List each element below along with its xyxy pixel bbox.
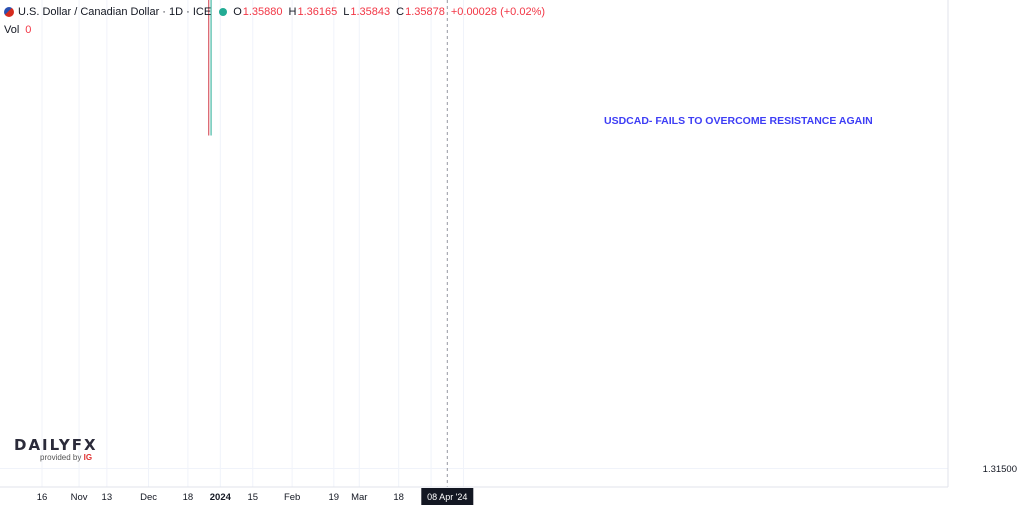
time-axis[interactable]: 16Nov13Dec18202415Feb19Mar18Apr1508 Apr …	[0, 486, 1024, 507]
time-tick-label: Feb	[284, 492, 300, 503]
price-axis[interactable]: 1.395001.390001.385001.380001.375001.370…	[947, 0, 1024, 507]
time-tick-label: 19	[329, 492, 340, 503]
logo-provider: provided by IG	[40, 453, 98, 462]
chart-annotation[interactable]: USDCAD- FAILS TO OVERCOME RESISTANCE AGA…	[604, 115, 873, 127]
price-axis-bg	[948, 0, 1024, 507]
close-label: C	[396, 6, 405, 18]
open-label: O	[233, 6, 242, 18]
symbol-title[interactable]: U.S. Dollar / Canadian Dollar · 1D · ICE	[18, 6, 212, 18]
time-tick-label: Dec	[140, 492, 157, 503]
time-tick-label: Mar	[351, 492, 367, 503]
time-tick-label: 13	[102, 492, 113, 503]
logo-brand: DAILYFX	[14, 436, 98, 454]
logo-ig: IG	[83, 453, 93, 462]
candle	[208, 0, 210, 136]
volume-readout: Vol 0	[4, 24, 31, 36]
open-value: 1.35880	[242, 6, 283, 18]
time-tick-label: 18	[393, 492, 404, 503]
time-tick-label: 15	[247, 492, 258, 503]
time-tick-label: Nov	[71, 492, 88, 503]
time-tick-label: 2024	[210, 492, 232, 503]
time-tick-label: 16	[37, 492, 48, 503]
volume-label: Vol	[4, 24, 20, 36]
symbol-header: U.S. Dollar / Canadian Dollar · 1D · ICE…	[4, 6, 545, 18]
candlesticks	[208, 0, 212, 136]
flag-icon	[4, 7, 14, 17]
low-label: L	[343, 6, 350, 18]
grid-lines	[0, 0, 948, 487]
change-value: +0.00028 (+0.02%)	[450, 6, 546, 18]
high-value: 1.36165	[297, 6, 338, 18]
low-value: 1.35843	[350, 6, 391, 18]
volume-value: 0	[25, 24, 32, 36]
close-value: 1.35878	[405, 6, 445, 18]
market-status-icon	[219, 8, 228, 16]
candle	[210, 0, 212, 136]
high-label: H	[288, 6, 297, 18]
price-levels	[446, 0, 448, 487]
time-axis-bg	[0, 487, 1024, 507]
dailyfx-logo: DAILYFX provided by IG	[14, 436, 98, 462]
logo-provided-by: provided by	[40, 453, 82, 462]
crosshair-date-tag	[421, 488, 474, 505]
crosshair-date-label: 08 Apr '24	[427, 492, 467, 502]
price-tick-label: 1.31500	[983, 464, 1017, 475]
time-tick-label: 18	[183, 492, 194, 503]
